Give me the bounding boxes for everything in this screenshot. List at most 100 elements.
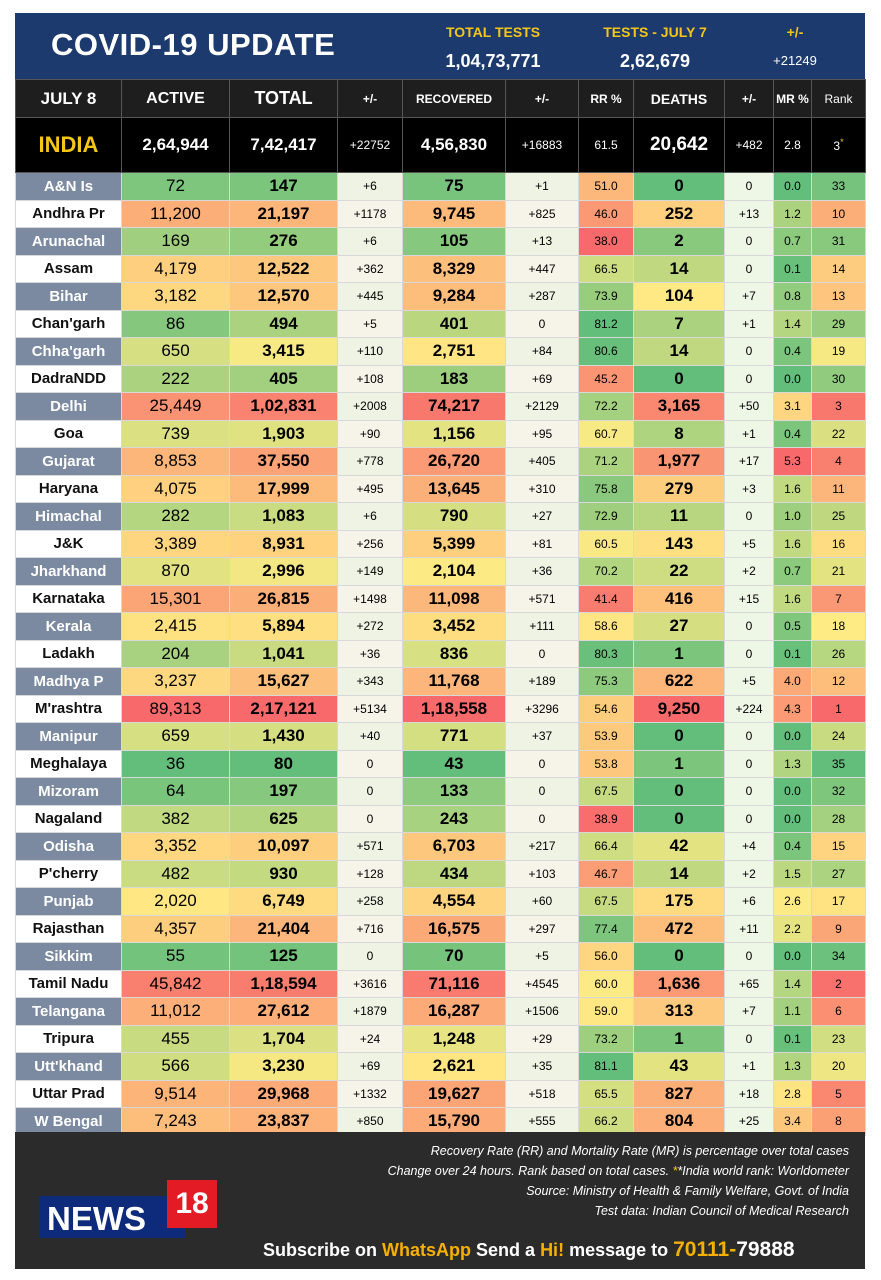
mr-cell: 0.4	[773, 337, 812, 366]
recovered-cell: 5,399	[402, 529, 506, 558]
india-rank: 3*	[811, 117, 866, 173]
rr-cell: 41.4	[578, 584, 634, 613]
rank-cell: 10	[811, 199, 866, 228]
rank-cell: 5	[811, 1079, 866, 1108]
active-cell: 4,179	[121, 254, 230, 283]
mr-cell: 1.3	[773, 749, 812, 778]
total-change-cell: +445	[337, 282, 403, 311]
state-row: Telangana 11,012 27,612 +1879 16,287 +1506 59.…	[15, 997, 866, 1026]
total-change-cell: +149	[337, 557, 403, 586]
total-cell: 625	[229, 804, 338, 833]
recovered-cell: 1,156	[402, 419, 506, 448]
state-name: Manipur	[15, 722, 122, 751]
state-name: Mizoram	[15, 777, 122, 806]
subscribe-text-c: Send a	[471, 1240, 541, 1260]
deaths-cell: 804	[633, 1107, 725, 1136]
total-cell: 23,837	[229, 1107, 338, 1136]
rank-cell: 2	[811, 969, 866, 998]
rr-cell: 59.0	[578, 997, 634, 1026]
active-cell: 11,012	[121, 997, 230, 1026]
india-deaths-change: +482	[724, 117, 774, 173]
deaths-change-cell: 0	[724, 639, 774, 668]
india-total: 7,42,417	[229, 117, 338, 173]
state-name: J&K	[15, 529, 122, 558]
recovered-cell: 15,790	[402, 1107, 506, 1136]
total-cell: 405	[229, 364, 338, 393]
state-name: W Bengal	[15, 1107, 122, 1136]
recovered-change-cell: 0	[505, 749, 579, 778]
deaths-change-cell: 0	[724, 777, 774, 806]
recovered-change-cell: +111	[505, 612, 579, 641]
state-name: Gujarat	[15, 447, 122, 476]
rank-cell: 18	[811, 612, 866, 641]
deaths-cell: 22	[633, 557, 725, 586]
rank-cell: 7	[811, 584, 866, 613]
mr-cell: 1.6	[773, 474, 812, 503]
recovered-cell: 836	[402, 639, 506, 668]
deaths-cell: 252	[633, 199, 725, 228]
recovered-change-cell: 0	[505, 639, 579, 668]
india-rr: 61.5	[578, 117, 634, 173]
deaths-cell: 827	[633, 1079, 725, 1108]
state-row: Goa 739 1,903 +90 1,156 +95 60.7 8 +1 0.4 22	[15, 419, 866, 448]
recovered-change-cell: +405	[505, 447, 579, 476]
recovered-change-cell: +571	[505, 584, 579, 613]
mr-cell: 1.2	[773, 199, 812, 228]
recovered-change-cell: +287	[505, 282, 579, 311]
total-cell: 1,18,594	[229, 969, 338, 998]
state-name: DadraNDD	[15, 364, 122, 393]
active-cell: 169	[121, 227, 230, 256]
deaths-change-cell: +18	[724, 1079, 774, 1108]
total-tests-value: 1,04,73,771	[445, 51, 541, 71]
state-row: Jharkhand 870 2,996 +149 2,104 +36 70.2 22 +2 0.7…	[15, 557, 866, 586]
recovered-change-cell: +4545	[505, 969, 579, 998]
subscribe-line: Subscribe on WhatsApp Send a Hi! message…	[263, 1238, 795, 1262]
deaths-cell: 0	[633, 722, 725, 751]
total-change-cell: +6	[337, 172, 403, 201]
recovered-change-cell: +217	[505, 832, 579, 861]
recovered-cell: 183	[402, 364, 506, 393]
total-change-cell: +272	[337, 612, 403, 641]
infographic: COVID-19 UPDATE TOTAL TESTS 1,04,73,771 …	[15, 13, 866, 1269]
subscribe-text-e: message to	[564, 1240, 674, 1260]
total-change-cell: +90	[337, 419, 403, 448]
total-change-cell: +110	[337, 337, 403, 366]
india-recovered-change: +16883	[505, 117, 579, 173]
deaths-change-cell: +50	[724, 392, 774, 421]
rank-cell: 13	[811, 282, 866, 311]
state-row: Delhi 25,449 1,02,831 +2008 74,217 +2129 72.2 3…	[15, 392, 866, 421]
active-cell: 36	[121, 749, 230, 778]
active-cell: 86	[121, 309, 230, 338]
tests-change-label: +/-	[786, 24, 804, 40]
recovered-cell: 6,703	[402, 832, 506, 861]
deaths-change-cell: 0	[724, 227, 774, 256]
rr-cell: 53.8	[578, 749, 634, 778]
recovered-cell: 2,621	[402, 1052, 506, 1081]
active-cell: 9,514	[121, 1079, 230, 1108]
rr-cell: 51.0	[578, 172, 634, 201]
recovered-cell: 9,745	[402, 199, 506, 228]
total-change-cell: +69	[337, 1052, 403, 1081]
recovered-change-cell: +189	[505, 667, 579, 696]
rr-cell: 56.0	[578, 942, 634, 971]
total-cell: 1,041	[229, 639, 338, 668]
recovered-cell: 13,645	[402, 474, 506, 503]
footer-note-worldrank: *India world rank: Worldometer	[677, 1164, 849, 1178]
rank-cell: 33	[811, 172, 866, 201]
covid-table: JULY 8 ACTIVE TOTAL +/- RECOVERED +/- RR…	[15, 79, 866, 1136]
recovered-change-cell: +95	[505, 419, 579, 448]
mr-cell: 0.0	[773, 364, 812, 393]
deaths-cell: 42	[633, 832, 725, 861]
total-change-cell: +571	[337, 832, 403, 861]
deaths-cell: 3,165	[633, 392, 725, 421]
recovered-cell: 71,116	[402, 969, 506, 998]
rr-cell: 77.4	[578, 914, 634, 943]
total-change-cell: 0	[337, 777, 403, 806]
deaths-change-cell: +224	[724, 694, 774, 723]
state-name: Telangana	[15, 997, 122, 1026]
total-header: TOTAL	[229, 79, 338, 118]
mr-cell: 0.0	[773, 777, 812, 806]
recovered-cell: 105	[402, 227, 506, 256]
total-change-header: +/-	[337, 79, 403, 118]
active-cell: 870	[121, 557, 230, 586]
